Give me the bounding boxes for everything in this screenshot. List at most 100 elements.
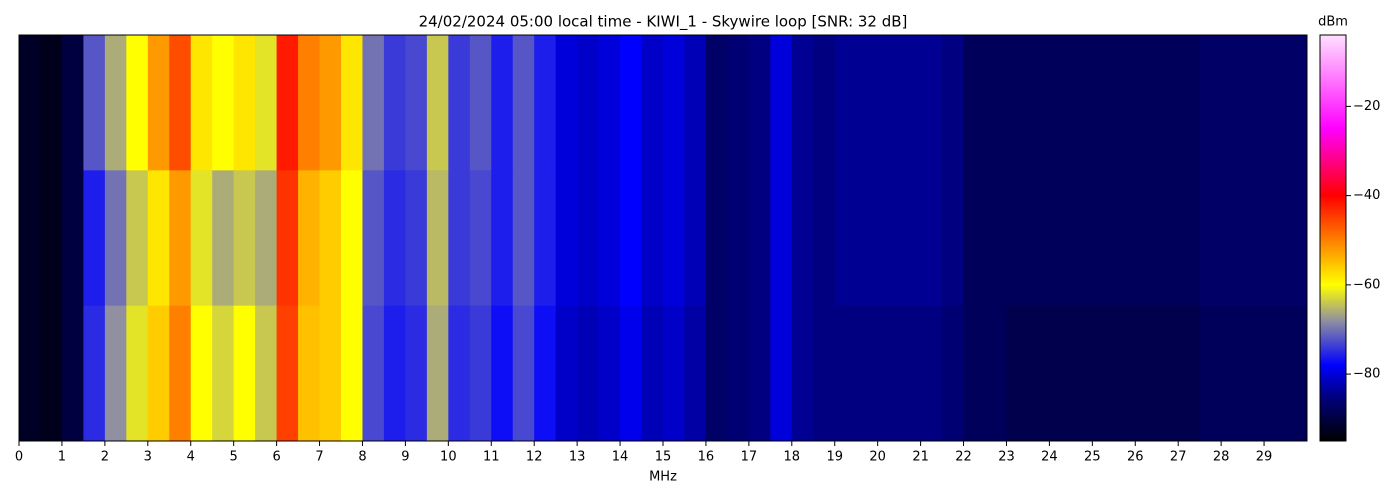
heatmap-cell xyxy=(856,170,879,307)
heatmap-cell xyxy=(61,170,84,307)
heatmap-cell xyxy=(61,35,84,171)
heatmap-cell xyxy=(791,305,814,442)
heatmap-cell xyxy=(276,35,299,171)
heatmap-cell xyxy=(104,35,127,171)
heatmap-cell xyxy=(448,305,471,442)
heatmap-cell xyxy=(448,35,471,171)
heatmap-cell xyxy=(748,170,771,307)
x-tick-label: 9 xyxy=(401,450,409,465)
x-tick-label: 20 xyxy=(869,450,886,465)
heatmap-cell xyxy=(1070,305,1093,442)
x-tick-label: 3 xyxy=(144,450,152,465)
heatmap-cell xyxy=(684,305,707,442)
heatmap-cell xyxy=(40,305,63,442)
heatmap-cell xyxy=(920,305,943,442)
x-tick-label: 25 xyxy=(1084,450,1101,465)
heatmap-cell xyxy=(942,35,965,171)
heatmap-cell xyxy=(491,35,514,171)
colorbar-tick-label: −60 xyxy=(1353,277,1380,292)
heatmap-cell xyxy=(598,170,621,307)
heatmap-cell xyxy=(383,35,406,171)
heatmap-cell xyxy=(684,170,707,307)
heatmap-cell xyxy=(770,170,793,307)
x-tick-label: 13 xyxy=(569,450,586,465)
x-tick-label: 29 xyxy=(1256,450,1273,465)
heatmap-cell xyxy=(1156,35,1179,171)
heatmap-cell xyxy=(705,305,728,442)
heatmap-cell xyxy=(1178,35,1201,171)
heatmap-cell xyxy=(963,35,986,171)
colorbar-tick-label: −40 xyxy=(1353,188,1380,203)
x-tick-label: 24 xyxy=(1041,450,1058,465)
heatmap-cell xyxy=(1156,170,1179,307)
heatmap-cell xyxy=(405,170,428,307)
heatmap-cell xyxy=(813,170,836,307)
heatmap-cell xyxy=(190,35,213,171)
heatmap-cell xyxy=(19,305,41,442)
heatmap-cell xyxy=(362,305,385,442)
heatmap-cell xyxy=(1070,35,1093,171)
heatmap-cell xyxy=(899,305,922,442)
heatmap-cell xyxy=(620,170,643,307)
heatmap-cell xyxy=(1242,35,1265,171)
heatmap-cell xyxy=(770,35,793,171)
heatmap-cell xyxy=(255,170,278,307)
heatmap-cell xyxy=(856,305,879,442)
heatmap-cell xyxy=(1156,305,1179,442)
heatmap-cell xyxy=(877,35,900,171)
heatmap-cell xyxy=(169,170,192,307)
heatmap-cell xyxy=(813,35,836,171)
heatmap-cell xyxy=(534,35,557,171)
heatmap-cell xyxy=(1264,35,1287,171)
heatmap-cell xyxy=(963,305,986,442)
heatmap-cell xyxy=(319,35,342,171)
heatmap-cell xyxy=(40,170,63,307)
heatmap-cell xyxy=(1264,170,1287,307)
heatmap-cell xyxy=(19,35,41,171)
heatmap-cell xyxy=(1006,305,1029,442)
heatmap-cell xyxy=(1135,305,1158,442)
heatmap-cell xyxy=(383,170,406,307)
heatmap-cell xyxy=(663,35,685,171)
x-tick-label: 5 xyxy=(230,450,238,465)
heatmap-cell xyxy=(534,305,557,442)
heatmap-cell xyxy=(920,35,943,171)
chart-title: 24/02/2024 05:00 local time - KIWI_1 - S… xyxy=(419,13,908,32)
heatmap-cell xyxy=(877,305,900,442)
x-tick-label: 1 xyxy=(58,450,66,465)
heatmap-cell xyxy=(104,170,127,307)
heatmap-cell xyxy=(985,305,1007,442)
heatmap-cell xyxy=(1027,170,1050,307)
heatmap-cell xyxy=(942,305,965,442)
heatmap-cell xyxy=(1285,305,1308,442)
heatmap-cell xyxy=(126,35,149,171)
x-tick-label: 28 xyxy=(1213,450,1230,465)
heatmap-cell xyxy=(255,305,278,442)
heatmap-cell xyxy=(577,170,600,307)
heatmap-cell xyxy=(1070,170,1093,307)
heatmap-cell xyxy=(791,35,814,171)
heatmap-cell xyxy=(426,35,449,171)
x-tick-label: 14 xyxy=(612,450,629,465)
colorbar-tick-label: −80 xyxy=(1353,367,1380,382)
x-tick-label: 11 xyxy=(483,450,500,465)
heatmap-cell xyxy=(83,35,106,171)
heatmap-cell xyxy=(577,305,600,442)
heatmap-cell xyxy=(147,170,170,307)
heatmap-cell xyxy=(877,170,900,307)
x-tick-label: 15 xyxy=(655,450,672,465)
heatmap-cell xyxy=(1135,170,1158,307)
heatmap-cell xyxy=(212,305,235,442)
heatmap-cell xyxy=(663,305,685,442)
heatmap-cell xyxy=(985,35,1007,171)
heatmap-cell xyxy=(1285,35,1308,171)
heatmap-cell xyxy=(1113,170,1136,307)
heatmap-cell xyxy=(963,170,986,307)
heatmap-cell xyxy=(555,305,578,442)
heatmap-cell xyxy=(705,170,728,307)
heatmap-cell xyxy=(1199,170,1222,307)
heatmap-cell xyxy=(1006,35,1029,171)
heatmap-cell xyxy=(1092,305,1115,442)
